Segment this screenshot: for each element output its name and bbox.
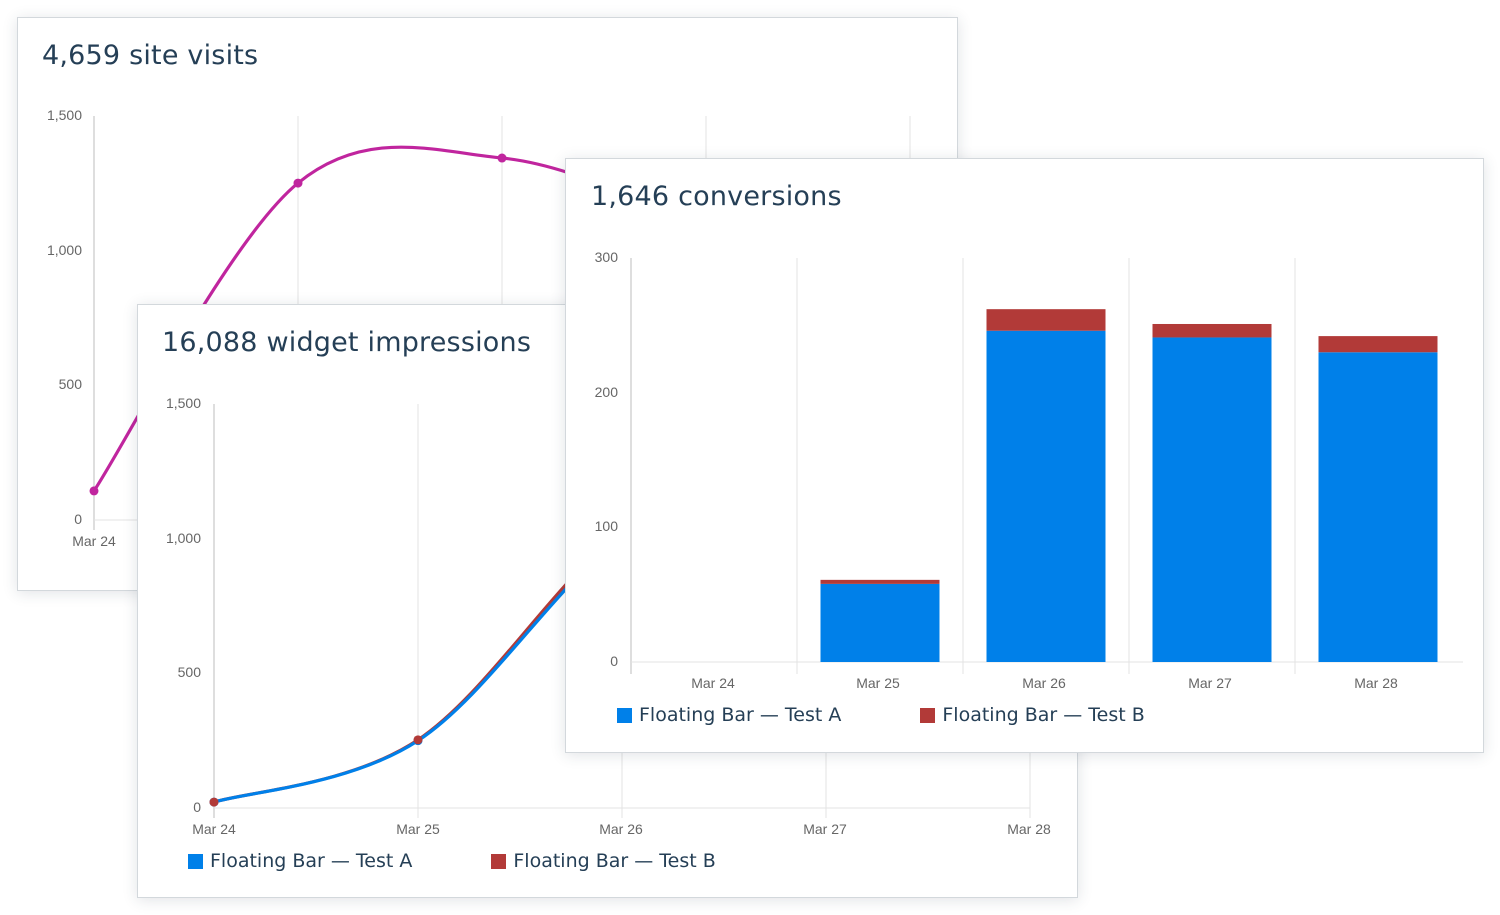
legend-label: Floating Bar — Test B [942,704,1145,726]
y-tick-label: 0 [74,511,82,527]
x-tick-label: Mar 25 [396,821,440,837]
y-tick-label: 0 [610,653,618,669]
legend-label: Floating Bar — Test B [513,850,716,872]
legend-item-test-a[interactable]: Floating Bar — Test A [617,704,841,726]
conversions-bar-chart [630,258,1463,674]
y-tick-label: 0 [193,799,201,815]
x-tick-label: Mar 28 [1354,675,1398,691]
test-b-swatch-icon [920,707,936,723]
y-tick-label: 500 [177,664,201,680]
conversions-title: 1,646 conversions [591,181,842,212]
x-tick-label: Mar 25 [856,675,900,691]
y-tick-label: 100 [594,518,618,534]
test-a-swatch-icon [617,707,632,723]
widget-impressions-title: 16,088 widget impressions [162,327,532,358]
test-a-swatch-icon [188,853,203,869]
legend-item-test-a[interactable]: Floating Bar — Test A [188,850,412,872]
legend-item-test-b[interactable]: Floating Bar — Test B [920,704,1145,726]
y-tick-label: 1,000 [46,242,82,258]
conversions-legend: Floating Bar — Test A Floating Bar — Tes… [617,704,1145,726]
y-tick-label: 1,000 [165,530,201,546]
x-tick-label: Mar 27 [803,821,847,837]
x-tick-label: Mar 28 [1007,821,1051,837]
x-tick-label: Mar 24 [691,675,735,691]
y-tick-label: 1,500 [46,107,82,123]
y-tick-label: 200 [594,384,618,400]
legend-label: Floating Bar — Test A [639,704,842,726]
conversions-card: 1,646 conversions 300 200 100 0 Mar 24 M… [565,158,1484,753]
site-visits-title: 4,659 site visits [42,40,259,71]
x-tick-label: Mar 27 [1188,675,1232,691]
y-tick-label: 500 [58,376,82,392]
x-tick-label: Mar 26 [599,821,643,837]
x-tick-label: Mar 24 [72,533,116,549]
x-tick-label: Mar 24 [192,821,236,837]
y-tick-label: 1,500 [165,395,201,411]
legend-label: Floating Bar — Test A [210,850,413,872]
x-tick-label: Mar 26 [1022,675,1066,691]
legend-item-test-b[interactable]: Floating Bar — Test B [491,850,716,872]
test-b-swatch-icon [491,853,507,869]
impressions-legend: Floating Bar — Test A Floating Bar — Tes… [188,850,716,872]
y-tick-label: 300 [594,249,618,265]
